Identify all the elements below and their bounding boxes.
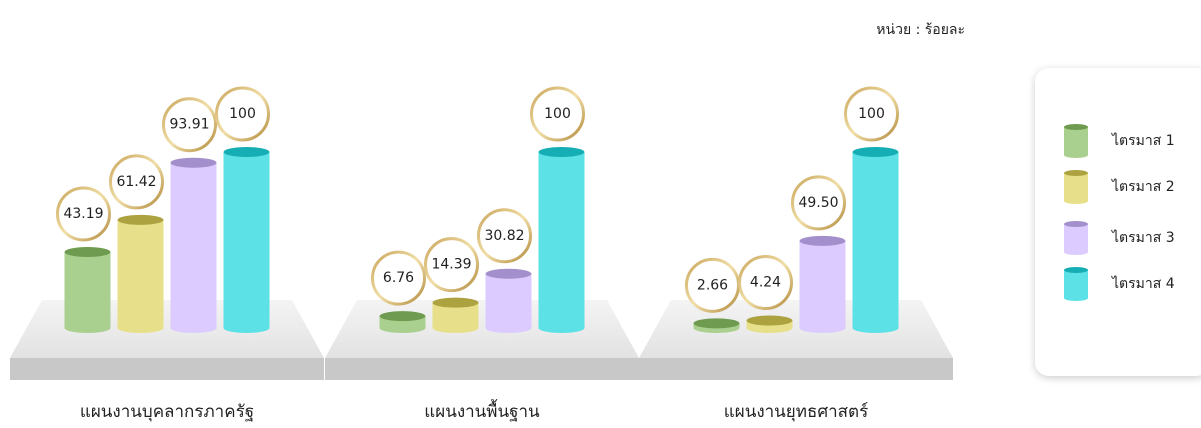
platform-edge bbox=[639, 358, 953, 380]
value-badge bbox=[844, 86, 899, 142]
value-label: 6.76 bbox=[383, 270, 414, 286]
value-badge bbox=[56, 186, 111, 242]
value-label: 4.24 bbox=[750, 275, 781, 291]
value-label: 43.19 bbox=[63, 206, 103, 222]
value-label: 2.66 bbox=[697, 277, 728, 293]
value-badge bbox=[424, 237, 479, 293]
value-badge bbox=[477, 208, 532, 264]
legend-label: ไตรมาส 1 bbox=[1111, 132, 1175, 149]
legend-swatch bbox=[1064, 124, 1088, 158]
bar bbox=[538, 147, 585, 333]
bar bbox=[117, 214, 164, 333]
value-label: 100 bbox=[229, 106, 256, 122]
bar bbox=[432, 297, 479, 333]
bar bbox=[379, 311, 426, 333]
legend-swatch bbox=[1064, 170, 1088, 204]
value-label: 14.39 bbox=[431, 257, 471, 273]
value-label: 93.91 bbox=[169, 117, 209, 133]
value-badge bbox=[109, 154, 164, 210]
bar bbox=[852, 147, 899, 333]
bar bbox=[799, 235, 846, 333]
platform bbox=[325, 300, 639, 358]
legend-label: ไตรมาส 3 bbox=[1111, 229, 1175, 246]
value-label: 61.42 bbox=[116, 174, 156, 190]
unit-label: หน่วย : ร้อยละ bbox=[876, 22, 965, 38]
x-tick-label: แผนงานยุทธศาสตร์ bbox=[724, 402, 868, 422]
value-label: 100 bbox=[544, 106, 571, 122]
value-label: 30.82 bbox=[484, 228, 524, 244]
platform-edge bbox=[10, 358, 324, 380]
value-badge bbox=[162, 97, 217, 153]
value-badge bbox=[530, 86, 585, 142]
legend-swatch bbox=[1064, 221, 1088, 255]
bar bbox=[170, 157, 217, 333]
x-tick-label: แผนงานพื้นฐาน bbox=[424, 399, 540, 422]
bar bbox=[746, 315, 793, 333]
legend-swatch bbox=[1064, 267, 1088, 301]
value-badge bbox=[215, 86, 270, 142]
value-badge bbox=[738, 255, 793, 311]
bar bbox=[693, 318, 740, 333]
platform bbox=[10, 300, 324, 358]
platform-edge bbox=[325, 358, 639, 380]
bar bbox=[485, 268, 532, 333]
legend-label: ไตรมาส 4 bbox=[1111, 275, 1175, 292]
value-label: 49.50 bbox=[798, 195, 838, 211]
bar bbox=[223, 147, 270, 333]
bar bbox=[64, 246, 111, 333]
platform bbox=[639, 300, 953, 358]
value-badge bbox=[791, 175, 846, 231]
legend-label: ไตรมาส 2 bbox=[1111, 178, 1175, 195]
x-tick-label: แผนงานบุคลากรภาครัฐ bbox=[80, 402, 254, 422]
value-label: 100 bbox=[858, 106, 885, 122]
legend-box bbox=[1035, 68, 1201, 376]
value-badge bbox=[371, 250, 426, 306]
